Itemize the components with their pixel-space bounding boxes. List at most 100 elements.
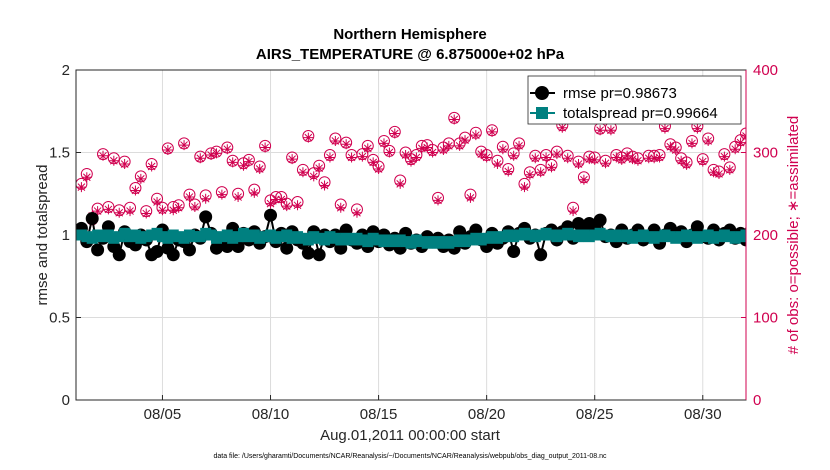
x-tick-label: 08/15 — [360, 406, 398, 423]
obs-assimilated-marker — [195, 153, 206, 164]
legend-box — [527, 75, 742, 125]
chart-title-line2: AIRS_TEMPERATURE @ 6.875000e+02 hPa — [256, 46, 565, 63]
rmse-marker — [534, 248, 548, 262]
obs-assimilated-marker — [211, 148, 222, 159]
x-tick-label: 08/20 — [468, 406, 506, 423]
rmse-marker — [804, 232, 817, 245]
obs-assimilated-marker — [719, 151, 730, 162]
obs-assimilated-marker — [643, 153, 654, 164]
obs-assimilated-marker — [416, 143, 427, 154]
legend: rmse pr=0.98673 totalspread pr=0.99664 — [527, 75, 742, 125]
obs-assimilated-marker — [373, 164, 384, 174]
obs-assimilated-marker — [157, 205, 168, 216]
rmse-marker — [150, 245, 164, 258]
obs-assimilated-marker — [319, 180, 330, 191]
obs-assimilated-marker — [551, 149, 562, 160]
x-tick-label: 08/30 — [684, 406, 722, 423]
obs-assimilated-marker — [324, 152, 335, 163]
obs-assimilated-marker — [449, 114, 460, 125]
data-file-footnote: data file: /Users/gharamti/Documents/NCA… — [213, 453, 607, 460]
obs-possible-marker — [740, 127, 746, 140]
obs-possible-marker — [811, 158, 822, 169]
obs-assimilated-marker — [335, 202, 346, 213]
y-left-tick-label: 2 — [62, 62, 70, 79]
obs-assimilated-marker — [763, 125, 773, 135]
obs-assimilated-marker — [130, 185, 141, 196]
obs-assimilated-marker — [681, 159, 692, 170]
obs-assimilated-marker — [589, 154, 600, 165]
legend-spread-marker — [536, 107, 548, 119]
y-right-axis-ticks: 0 100 200 300 400 — [741, 62, 778, 409]
obs-assimilated-marker — [114, 207, 125, 218]
obs-possible-marker — [773, 101, 784, 112]
obs-assimilated-marker — [422, 142, 433, 153]
obs-assimilated-marker — [654, 152, 665, 163]
y-right-tick-label: 0 — [753, 392, 761, 409]
obs-assimilated-marker — [297, 167, 308, 178]
obs-assimilated-marker — [135, 173, 146, 184]
obs-assimilated-marker — [460, 135, 471, 146]
y-right-tick-label: 400 — [753, 62, 778, 79]
obs-assimilated-marker — [292, 200, 303, 211]
x-tick-label: 08/05 — [144, 406, 182, 423]
legend-spread-label: totalspread pr=0.99664 — [563, 105, 718, 122]
obs-assimilated-marker — [184, 192, 195, 203]
obs-assimilated-marker — [492, 159, 503, 170]
obs-assimilated-marker — [189, 201, 200, 212]
obs-assimilated-marker — [351, 207, 362, 218]
obs-assimilated-marker — [557, 122, 568, 133]
obs-assimilated-marker — [578, 174, 589, 185]
obs-assimilated-marker — [508, 150, 519, 161]
obs-assimilated-marker — [708, 167, 719, 178]
obs-assimilated-marker — [179, 140, 190, 151]
obs-assimilated-marker — [303, 132, 314, 143]
obs-assimilated-marker — [481, 152, 492, 163]
rmse-marker — [85, 212, 99, 225]
rmse-marker — [312, 248, 326, 262]
y-right-tick-label: 300 — [753, 145, 778, 162]
obs-assimilated-marker — [287, 154, 298, 165]
rmse-marker — [750, 210, 763, 223]
obs-assimilated-marker — [730, 144, 741, 155]
totalspread-series — [76, 227, 746, 249]
y-right-tick-label: 200 — [753, 227, 778, 244]
obs-assimilated-marker — [773, 104, 783, 114]
obs-assimilated-marker — [168, 205, 179, 216]
obs-assimilated-marker — [389, 128, 400, 139]
obs-assimilated-marker — [362, 143, 373, 154]
rmse-marker — [690, 220, 704, 234]
obs-possible-marker — [745, 131, 746, 137]
obs-possible-marker — [762, 122, 773, 133]
obs-assimilated-marker — [368, 157, 379, 168]
obs-assimilated-marker — [476, 149, 487, 160]
obs-assimilated-marker — [243, 156, 254, 167]
obs-possible-marker — [822, 126, 830, 137]
obs-assimilated-marker — [724, 164, 735, 175]
obs-assimilated-marker — [605, 125, 616, 136]
obs-assimilated-marker — [125, 206, 136, 217]
obs-assimilated-marker — [692, 123, 703, 134]
obs-assimilated-marker — [411, 152, 422, 163]
totalspread-marker — [740, 229, 746, 241]
obs-assimilated-marker — [546, 162, 557, 173]
rmse-marker — [112, 248, 126, 262]
obs-assimilated-marker — [806, 138, 816, 148]
obs-assimilated-marker — [573, 159, 584, 170]
obs-assimilated-marker — [173, 202, 184, 213]
y-left-axis-label: rmse and totalspread — [34, 165, 51, 306]
obs-assimilated-marker — [616, 154, 627, 165]
obs-assimilated-marker — [524, 169, 535, 180]
obs-assimilated-marker — [260, 142, 271, 153]
obs-assimilated-marker — [146, 161, 157, 172]
y-right-tick-label: 100 — [753, 310, 778, 327]
obs-assimilated-marker — [227, 157, 238, 168]
rmse-marker — [199, 210, 213, 224]
legend-rmse-label: rmse pr=0.98673 — [563, 85, 677, 102]
obs-assimilated-marker — [222, 144, 233, 155]
obs-assimilated-marker — [665, 141, 676, 152]
obs-assimilated-marker — [752, 129, 762, 139]
rmse-marker — [182, 243, 196, 257]
obs-assimilated-marker — [746, 132, 756, 142]
obs-assimilated-marker — [530, 153, 541, 164]
obs-assimilated-marker — [357, 151, 368, 162]
